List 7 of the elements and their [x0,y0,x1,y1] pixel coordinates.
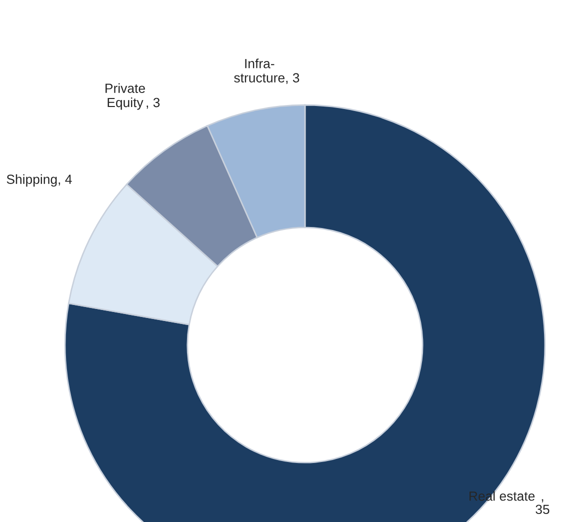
data-label: , 4 [58,174,72,186]
data-label: , 35 [536,499,550,514]
slice-label: Infra- structure [234,58,284,82]
slice-label: Private Equity [106,83,145,110]
data-label: , 3 [286,73,300,84]
slice-label: Shipping [6,174,57,187]
data-label: , 3 [146,98,160,109]
